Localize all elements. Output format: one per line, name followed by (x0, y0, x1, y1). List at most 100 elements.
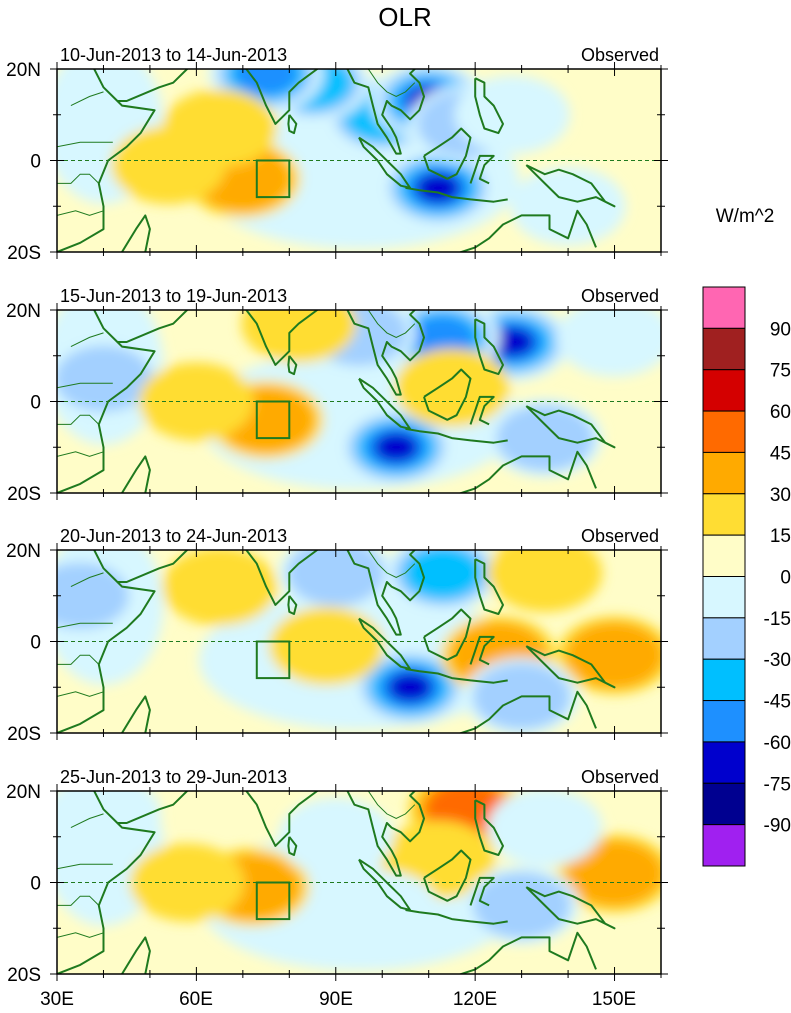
country-borders (57, 550, 416, 697)
coastline (346, 791, 425, 877)
colorbar-swatch (702, 576, 746, 619)
coastline (405, 186, 508, 203)
lat-label: 20N (6, 782, 41, 803)
coastline (405, 909, 508, 925)
coastline (117, 310, 189, 343)
anomaly-patch (162, 550, 278, 626)
coastline (358, 858, 412, 911)
coastline (423, 849, 472, 902)
colorbar-label: 30 (770, 485, 791, 506)
colorbar-label: 0 (780, 568, 791, 589)
anomaly-patch (510, 167, 626, 246)
colorbar-swatch (702, 617, 746, 660)
coastline (117, 550, 189, 583)
colorbar-swatch (702, 493, 746, 536)
lon-axis-labels: 30E 60E 90E 120E 150E (40, 989, 636, 1010)
lat-label: 20N (6, 541, 41, 562)
coastline (433, 46, 480, 64)
coastlines (57, 287, 616, 493)
coastlines (57, 768, 616, 974)
colorbar-label: -30 (764, 650, 791, 671)
colorbar-swatch (702, 369, 746, 412)
border (57, 382, 113, 389)
coastline (245, 791, 319, 847)
lat-label: 20S (7, 243, 41, 264)
coastline (121, 695, 151, 733)
panel-ticks (50, 784, 668, 981)
coastlines (57, 46, 616, 252)
colorbar-swatch (702, 658, 746, 702)
border (57, 932, 104, 938)
coastline (469, 876, 495, 907)
anomaly-patch (496, 404, 594, 472)
coastline (458, 209, 597, 252)
figure-title: OLR (378, 2, 431, 32)
border (57, 863, 113, 870)
anomaly-patch (415, 172, 461, 204)
coastline (423, 127, 472, 180)
anomaly-patch (411, 316, 474, 359)
border (367, 791, 416, 820)
panel-date-range: 10-Jun-2013 to 14-Jun-2013 (60, 45, 287, 65)
colorbar-swatch (702, 451, 746, 495)
colorbar-swatch (702, 782, 746, 826)
anomaly-patch (241, 310, 357, 363)
country-borders (57, 310, 416, 457)
coastline (525, 886, 616, 930)
coastline (346, 69, 425, 155)
colorbar-swatch (702, 327, 746, 371)
units-label: W/m^2 (716, 206, 775, 227)
anomaly-patch (487, 550, 603, 612)
coastline (121, 936, 151, 974)
panel-date-range: 20-Jun-2013 to 24-Jun-2013 (60, 526, 287, 546)
coastline (433, 287, 480, 305)
lon-label-150e: 150E (592, 989, 636, 1010)
anomaly-patch (394, 348, 510, 427)
anomaly-patch (387, 671, 433, 703)
anomaly-patch (454, 75, 570, 154)
colorbar-label: 45 (770, 443, 791, 464)
coastline (121, 455, 151, 493)
coastline (117, 69, 189, 102)
country-borders (57, 791, 416, 938)
coastline (245, 69, 319, 125)
anomaly-patch (373, 431, 419, 463)
anomaly-patch (324, 870, 440, 950)
coastline (525, 164, 616, 208)
border (367, 310, 416, 338)
anomaly-patch (57, 791, 161, 853)
anomaly-patch (57, 345, 153, 412)
colorbar-swatch (702, 286, 746, 329)
country-borders (57, 69, 416, 216)
colorbar-label: 60 (770, 402, 791, 423)
colorbar-swatch (702, 824, 746, 867)
colorbar-label: -45 (764, 692, 791, 713)
colorbar-swatch (702, 410, 746, 453)
map-panel-2: 15-Jun-2013 to 19-Jun-2013 Observed 20N 0 20… (6, 286, 668, 505)
colorbar-label: -75 (764, 774, 791, 795)
coastline (245, 550, 319, 606)
map-panel-3: 20-Jun-2013 to 24-Jun-2013 Observed 20N 0 20… (6, 526, 668, 745)
lat-label: 20S (7, 724, 41, 745)
panel-tag: Observed (581, 45, 659, 65)
map-panel-4: 25-Jun-2013 to 29-Jun-2013 Observed 20N 0 20… (6, 767, 668, 986)
border (70, 332, 104, 348)
coastline (358, 136, 412, 189)
anomaly-field (57, 550, 661, 733)
panel-ticks (50, 303, 668, 500)
lat-label: 20N (6, 301, 41, 322)
panel-ticks (50, 62, 668, 259)
lat-label: 20S (7, 484, 41, 505)
anomaly-patch (487, 791, 603, 867)
coastline (405, 668, 508, 684)
map-panels: 10-Jun-2013 to 14-Jun-2013 Observed 20N 0 20… (6, 45, 668, 986)
colorbar-swatch (702, 741, 746, 784)
panel-date-range: 15-Jun-2013 to 19-Jun-2013 (60, 286, 287, 306)
map-panel-1: 10-Jun-2013 to 14-Jun-2013 Observed 20N 0 20… (6, 45, 668, 264)
lat-label: 0 (30, 152, 41, 173)
colorbar: 90 75 60 45 30 15 0 -15 -30 -45 -60 -75 -90 (702, 286, 791, 867)
lat-label: 0 (30, 393, 41, 414)
coastline (433, 768, 480, 786)
lat-label: 20S (7, 965, 41, 986)
